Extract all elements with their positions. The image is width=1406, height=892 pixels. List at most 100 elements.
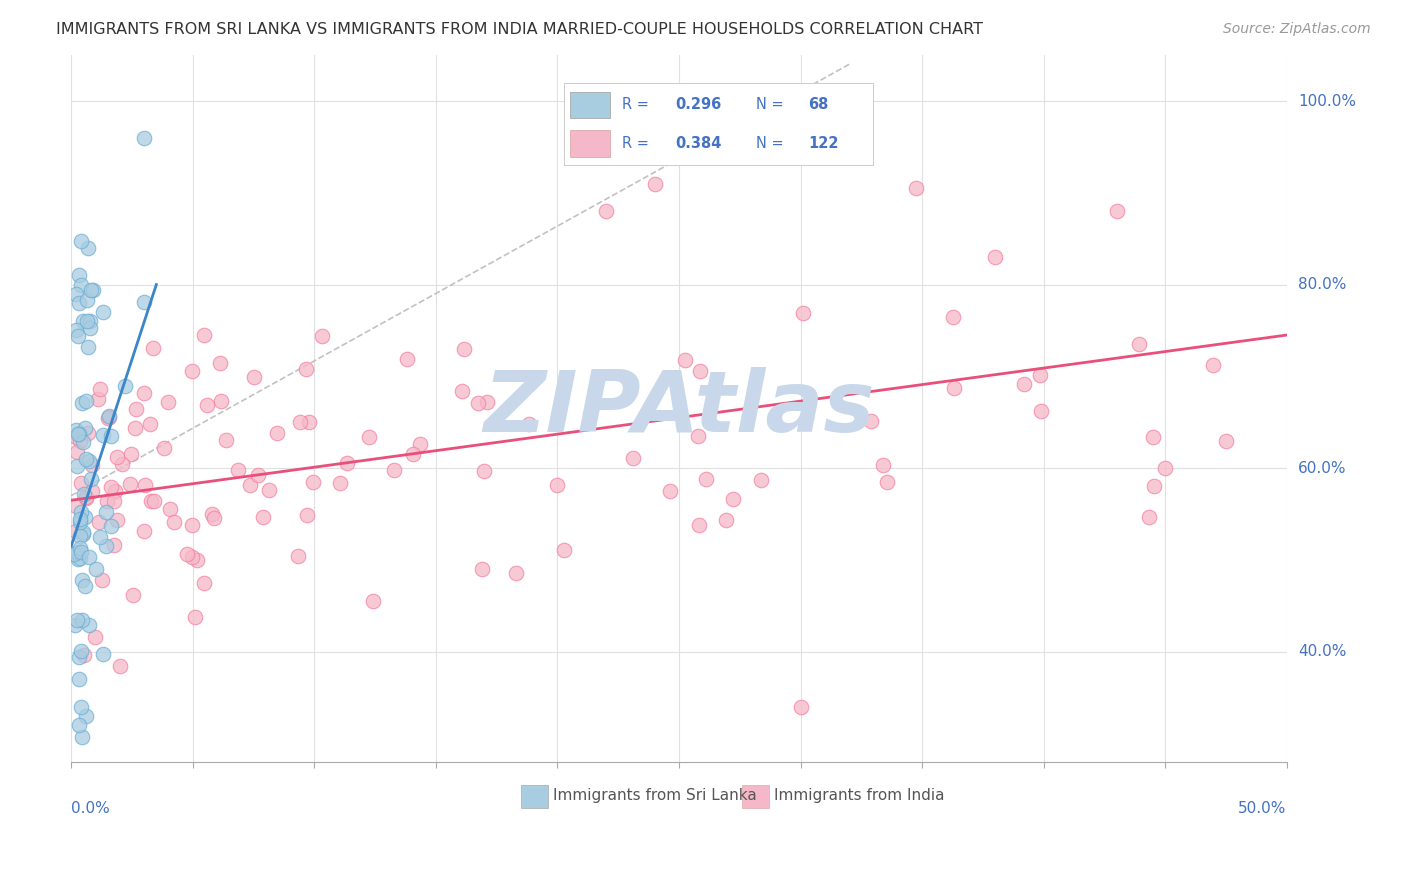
Point xyxy=(66,459,89,474)
Point xyxy=(82,283,104,297)
Point xyxy=(1029,368,1052,383)
Point xyxy=(943,381,966,395)
Point xyxy=(359,430,381,444)
Point xyxy=(70,277,93,292)
Point xyxy=(73,648,96,663)
Point xyxy=(98,410,121,425)
Point xyxy=(77,340,100,354)
Point xyxy=(75,510,97,524)
Point xyxy=(336,456,359,470)
Point xyxy=(110,659,132,673)
Point xyxy=(295,508,318,522)
Point xyxy=(73,487,96,501)
Point xyxy=(65,524,87,538)
Point xyxy=(76,293,98,307)
Point xyxy=(105,450,128,465)
Point xyxy=(100,518,122,533)
Point xyxy=(76,314,98,328)
Point xyxy=(134,478,156,492)
Point xyxy=(69,550,91,565)
Point xyxy=(69,434,91,449)
Point xyxy=(159,501,181,516)
Point xyxy=(132,385,155,400)
Point xyxy=(243,369,266,384)
Point xyxy=(77,241,100,255)
Point xyxy=(67,426,90,441)
Point xyxy=(72,314,94,328)
Point xyxy=(134,524,156,538)
Point xyxy=(77,426,100,441)
Point xyxy=(63,547,86,561)
Text: 100.0%: 100.0% xyxy=(1298,94,1355,109)
Point xyxy=(226,463,249,477)
Point xyxy=(141,494,163,508)
Point xyxy=(125,401,148,416)
Point xyxy=(156,395,179,409)
Point xyxy=(688,518,710,533)
Point xyxy=(73,579,96,593)
Point xyxy=(517,417,540,431)
Point xyxy=(67,268,90,283)
Point xyxy=(311,329,333,343)
Point xyxy=(66,613,89,627)
Bar xyxy=(742,785,769,808)
Text: 40.0%: 40.0% xyxy=(1298,644,1346,659)
Text: 80.0%: 80.0% xyxy=(1298,277,1346,292)
Point xyxy=(1154,461,1177,475)
Point xyxy=(239,477,262,491)
Point xyxy=(176,547,198,561)
Point xyxy=(688,429,710,443)
Point xyxy=(103,494,125,508)
Point xyxy=(97,411,120,425)
Point xyxy=(288,415,311,429)
Point xyxy=(134,294,156,309)
Point xyxy=(91,428,114,442)
Point xyxy=(66,444,89,458)
Point xyxy=(100,480,122,494)
Point xyxy=(104,483,127,498)
Point xyxy=(876,475,898,489)
Point xyxy=(673,353,696,368)
Point xyxy=(65,323,87,337)
Point xyxy=(70,644,93,658)
Point xyxy=(180,364,202,378)
Point xyxy=(193,576,215,591)
Point xyxy=(70,613,93,627)
Point xyxy=(1137,510,1160,524)
Point xyxy=(87,392,110,407)
Point xyxy=(941,310,963,324)
Point xyxy=(67,718,90,732)
Point xyxy=(181,518,204,533)
Point xyxy=(266,426,288,441)
Point xyxy=(73,420,96,434)
Point xyxy=(124,420,146,434)
Point xyxy=(153,441,176,455)
Point xyxy=(91,573,114,587)
Point xyxy=(91,647,114,661)
Point xyxy=(595,204,617,219)
Point xyxy=(471,562,494,576)
Point xyxy=(69,512,91,526)
Point xyxy=(70,234,93,248)
Point xyxy=(69,529,91,543)
Point xyxy=(453,342,475,356)
Point xyxy=(65,423,87,437)
Point xyxy=(72,526,94,541)
Point xyxy=(70,730,93,744)
Text: IMMIGRANTS FROM SRI LANKA VS IMMIGRANTS FROM INDIA MARRIED-COUPLE HOUSEHOLDS COR: IMMIGRANTS FROM SRI LANKA VS IMMIGRANTS … xyxy=(56,22,983,37)
Point xyxy=(67,649,90,664)
Point xyxy=(77,549,100,564)
Point xyxy=(70,505,93,519)
Point xyxy=(70,475,93,490)
Point xyxy=(749,473,772,487)
Point xyxy=(723,492,745,507)
Point xyxy=(75,490,97,504)
Point xyxy=(114,378,136,392)
Point xyxy=(792,306,814,320)
Point xyxy=(252,510,274,524)
Point xyxy=(202,511,225,525)
Point xyxy=(91,305,114,319)
Point xyxy=(72,435,94,450)
Point xyxy=(69,515,91,529)
Point xyxy=(75,491,97,505)
